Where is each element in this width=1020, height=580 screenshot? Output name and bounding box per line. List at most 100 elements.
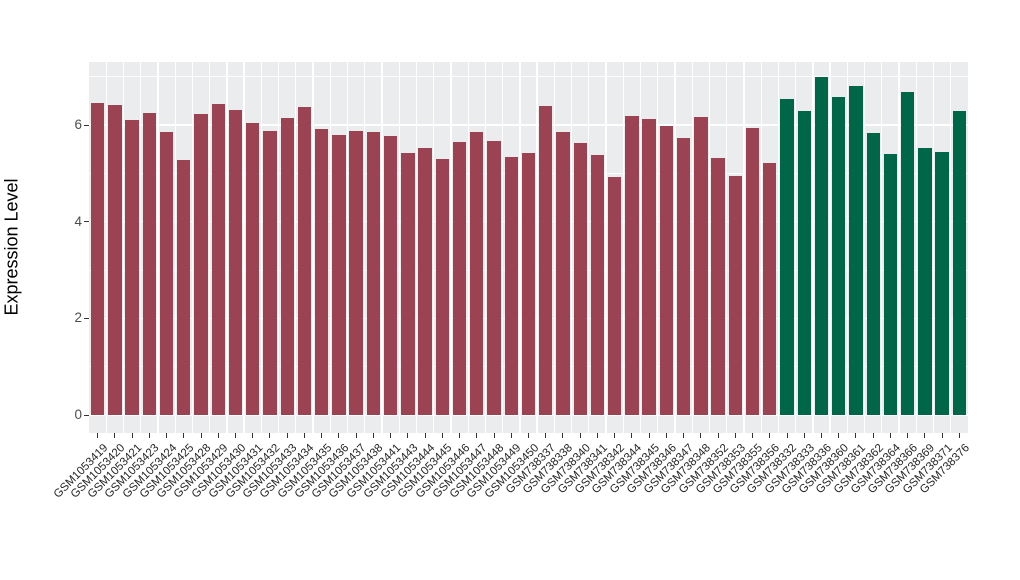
bar [814, 77, 829, 415]
vertical-gridline [381, 62, 383, 433]
bar [745, 128, 760, 415]
vertical-gridline [157, 62, 159, 433]
vertical-gridline [364, 62, 366, 433]
vertical-gridline [140, 62, 142, 433]
x-axis-tick [889, 433, 891, 438]
x-axis-tick [545, 433, 547, 438]
x-axis-tick [441, 433, 443, 438]
x-axis-tick [459, 433, 461, 438]
bar [452, 142, 467, 415]
y-tick-label: 4 [74, 213, 82, 229]
x-axis-tick [855, 433, 857, 438]
y-tick-label: 6 [74, 117, 82, 133]
vertical-gridline [605, 62, 607, 433]
vertical-gridline [346, 62, 349, 433]
bar [211, 104, 225, 415]
x-axis-tick [390, 433, 392, 438]
x-axis-tick [235, 433, 236, 438]
y-axis-tick [84, 414, 89, 416]
y-axis-title-text: Expression Level [1, 178, 22, 316]
vertical-gridline [105, 62, 107, 433]
bar [90, 103, 105, 415]
vertical-gridline [588, 62, 590, 433]
bar [349, 130, 363, 415]
bar [573, 142, 587, 415]
x-axis-tick [596, 433, 598, 438]
vertical-gridline [312, 62, 314, 433]
vertical-gridline [898, 62, 900, 433]
bar [607, 177, 622, 415]
x-axis-tick [907, 433, 909, 438]
y-tick-label: 2 [74, 310, 82, 326]
x-axis-tick [217, 433, 219, 438]
x-axis-tick [424, 433, 426, 438]
x-axis-tick [717, 433, 719, 438]
vertical-gridline [812, 62, 814, 433]
x-axis-tick [493, 433, 495, 438]
bar [659, 125, 674, 415]
vertical-gridline [501, 62, 504, 433]
vertical-gridline [450, 62, 452, 433]
bar [521, 152, 536, 415]
vertical-gridline [570, 62, 573, 433]
x-axis-tick [476, 433, 478, 438]
vertical-gridline [829, 62, 831, 433]
vertical-gridline [846, 62, 848, 433]
x-axis-tick [872, 433, 874, 438]
bar [487, 141, 501, 415]
major-gridline [89, 414, 968, 416]
x-axis-tick [407, 433, 409, 438]
vertical-gridline [553, 62, 555, 433]
bar [470, 132, 484, 415]
bar [763, 163, 777, 415]
vertical-gridline [708, 62, 711, 433]
bar [504, 157, 518, 415]
major-gridline [89, 124, 968, 126]
vertical-gridline [674, 62, 676, 433]
vertical-gridline [932, 62, 935, 433]
vertical-gridline [743, 62, 745, 433]
vertical-gridline [174, 62, 176, 433]
x-axis-tick [166, 433, 168, 438]
bar [676, 138, 691, 415]
bar [177, 159, 191, 415]
x-axis-tick [631, 433, 633, 438]
vertical-gridline [484, 62, 487, 433]
bar [642, 119, 656, 415]
bar [332, 134, 346, 415]
bar [832, 96, 846, 415]
bar [797, 110, 811, 415]
y-axis-tick [84, 124, 89, 126]
x-axis-tick [958, 433, 960, 438]
bar [728, 176, 742, 415]
bar [849, 86, 863, 415]
bar [314, 129, 329, 415]
x-axis-tick [131, 433, 133, 438]
bar [366, 132, 381, 415]
x-axis-tick [97, 433, 99, 438]
vertical-gridline [950, 62, 952, 433]
vertical-gridline [777, 62, 780, 433]
x-axis-tick [114, 433, 116, 438]
vertical-gridline [277, 62, 280, 433]
x-axis-tick [665, 433, 667, 438]
bar [263, 131, 277, 415]
x-axis-tick [338, 433, 340, 438]
bar [625, 116, 639, 415]
vertical-gridline [226, 62, 228, 433]
bar [194, 113, 208, 415]
x-axis-tick [786, 433, 788, 438]
vertical-gridline [398, 62, 400, 433]
x-axis-tick [303, 433, 305, 438]
bar [780, 98, 794, 415]
x-axis-tick [148, 433, 150, 438]
bar [228, 110, 243, 415]
x-axis-tick [769, 433, 771, 438]
vertical-gridline [760, 62, 762, 433]
vertical-gridline [467, 62, 469, 433]
x-axis-tick [528, 433, 529, 438]
bar [159, 132, 174, 415]
bar [401, 153, 415, 415]
vertical-gridline [639, 62, 642, 433]
